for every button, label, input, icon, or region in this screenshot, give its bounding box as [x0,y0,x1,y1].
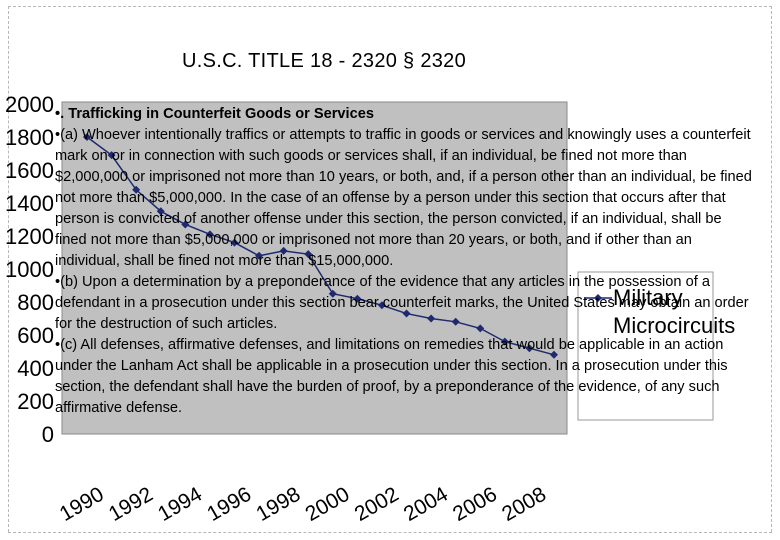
x-tick-label: 2004 [400,483,452,526]
paragraph-b: •(b) Upon a determination by a preponder… [55,274,749,332]
y-tick-label: 1200 [5,224,54,249]
plot-area [61,101,568,435]
data-point [476,324,485,333]
x-tick-label: 1998 [252,483,304,526]
frame-left-border [8,6,9,532]
frame-right-border [771,6,772,532]
y-tick-label: 1600 [5,158,54,183]
data-point [132,185,141,194]
paragraph-c: •(c) All defenses, affirmative defenses,… [55,337,728,416]
legend-marker [594,294,602,302]
legend-label: Military Microcircuits [613,285,735,338]
y-axis-labels: 0 200 400 600 800 1000 1200 1400 1600 1800 2000 [5,92,54,447]
data-point [304,250,313,259]
legend: Military Microcircuits [584,285,735,338]
data-point [402,309,411,318]
x-tick-label: 2002 [351,483,403,526]
data-point [377,301,386,310]
data-point [156,207,165,216]
data-point [525,344,534,353]
series-line [86,136,555,356]
x-tick-label: 2006 [449,483,501,526]
statute-text: •. Trafficking in Counterfeit Goods or S… [55,104,755,419]
section-heading: •. Trafficking in Counterfeit Goods or S… [55,106,374,122]
data-point [255,251,264,260]
data-point [500,337,509,346]
frame-bottom-border [8,532,772,533]
data-point [353,294,362,303]
series-group [83,133,558,359]
y-tick-label: 400 [17,356,54,381]
data-point [279,246,288,255]
x-tick-label: 1996 [203,483,255,526]
y-tick-label: 600 [17,323,54,348]
x-tick-label: 1992 [105,483,157,526]
x-tick-label: 2008 [498,483,550,526]
data-point [328,289,337,298]
data-point [550,350,558,359]
y-tick-label: 1000 [5,257,54,282]
x-tick-label: 1990 [56,483,108,526]
frame-top-border [8,6,772,7]
y-tick-label: 1800 [5,125,54,150]
data-point [230,238,239,247]
data-point [107,151,116,160]
y-tick-label: 0 [42,422,54,447]
x-tick-label: 2000 [302,483,354,526]
y-tick-label: 2000 [5,92,54,117]
y-tick-label: 800 [17,290,54,315]
data-point [83,133,91,141]
slide-title: U.S.C. TITLE 18 - 2320 § 2320 [181,50,467,72]
paragraph-a: •(a) Whoever intentionally traffics or a… [55,127,752,269]
x-tick-label: 1994 [154,483,206,526]
data-point [451,317,460,326]
y-tick-label: 1400 [5,191,54,216]
data-point [205,230,214,239]
y-tick-label: 200 [17,389,54,414]
legend-box [577,271,714,421]
data-point [181,220,190,229]
data-point [427,314,436,323]
